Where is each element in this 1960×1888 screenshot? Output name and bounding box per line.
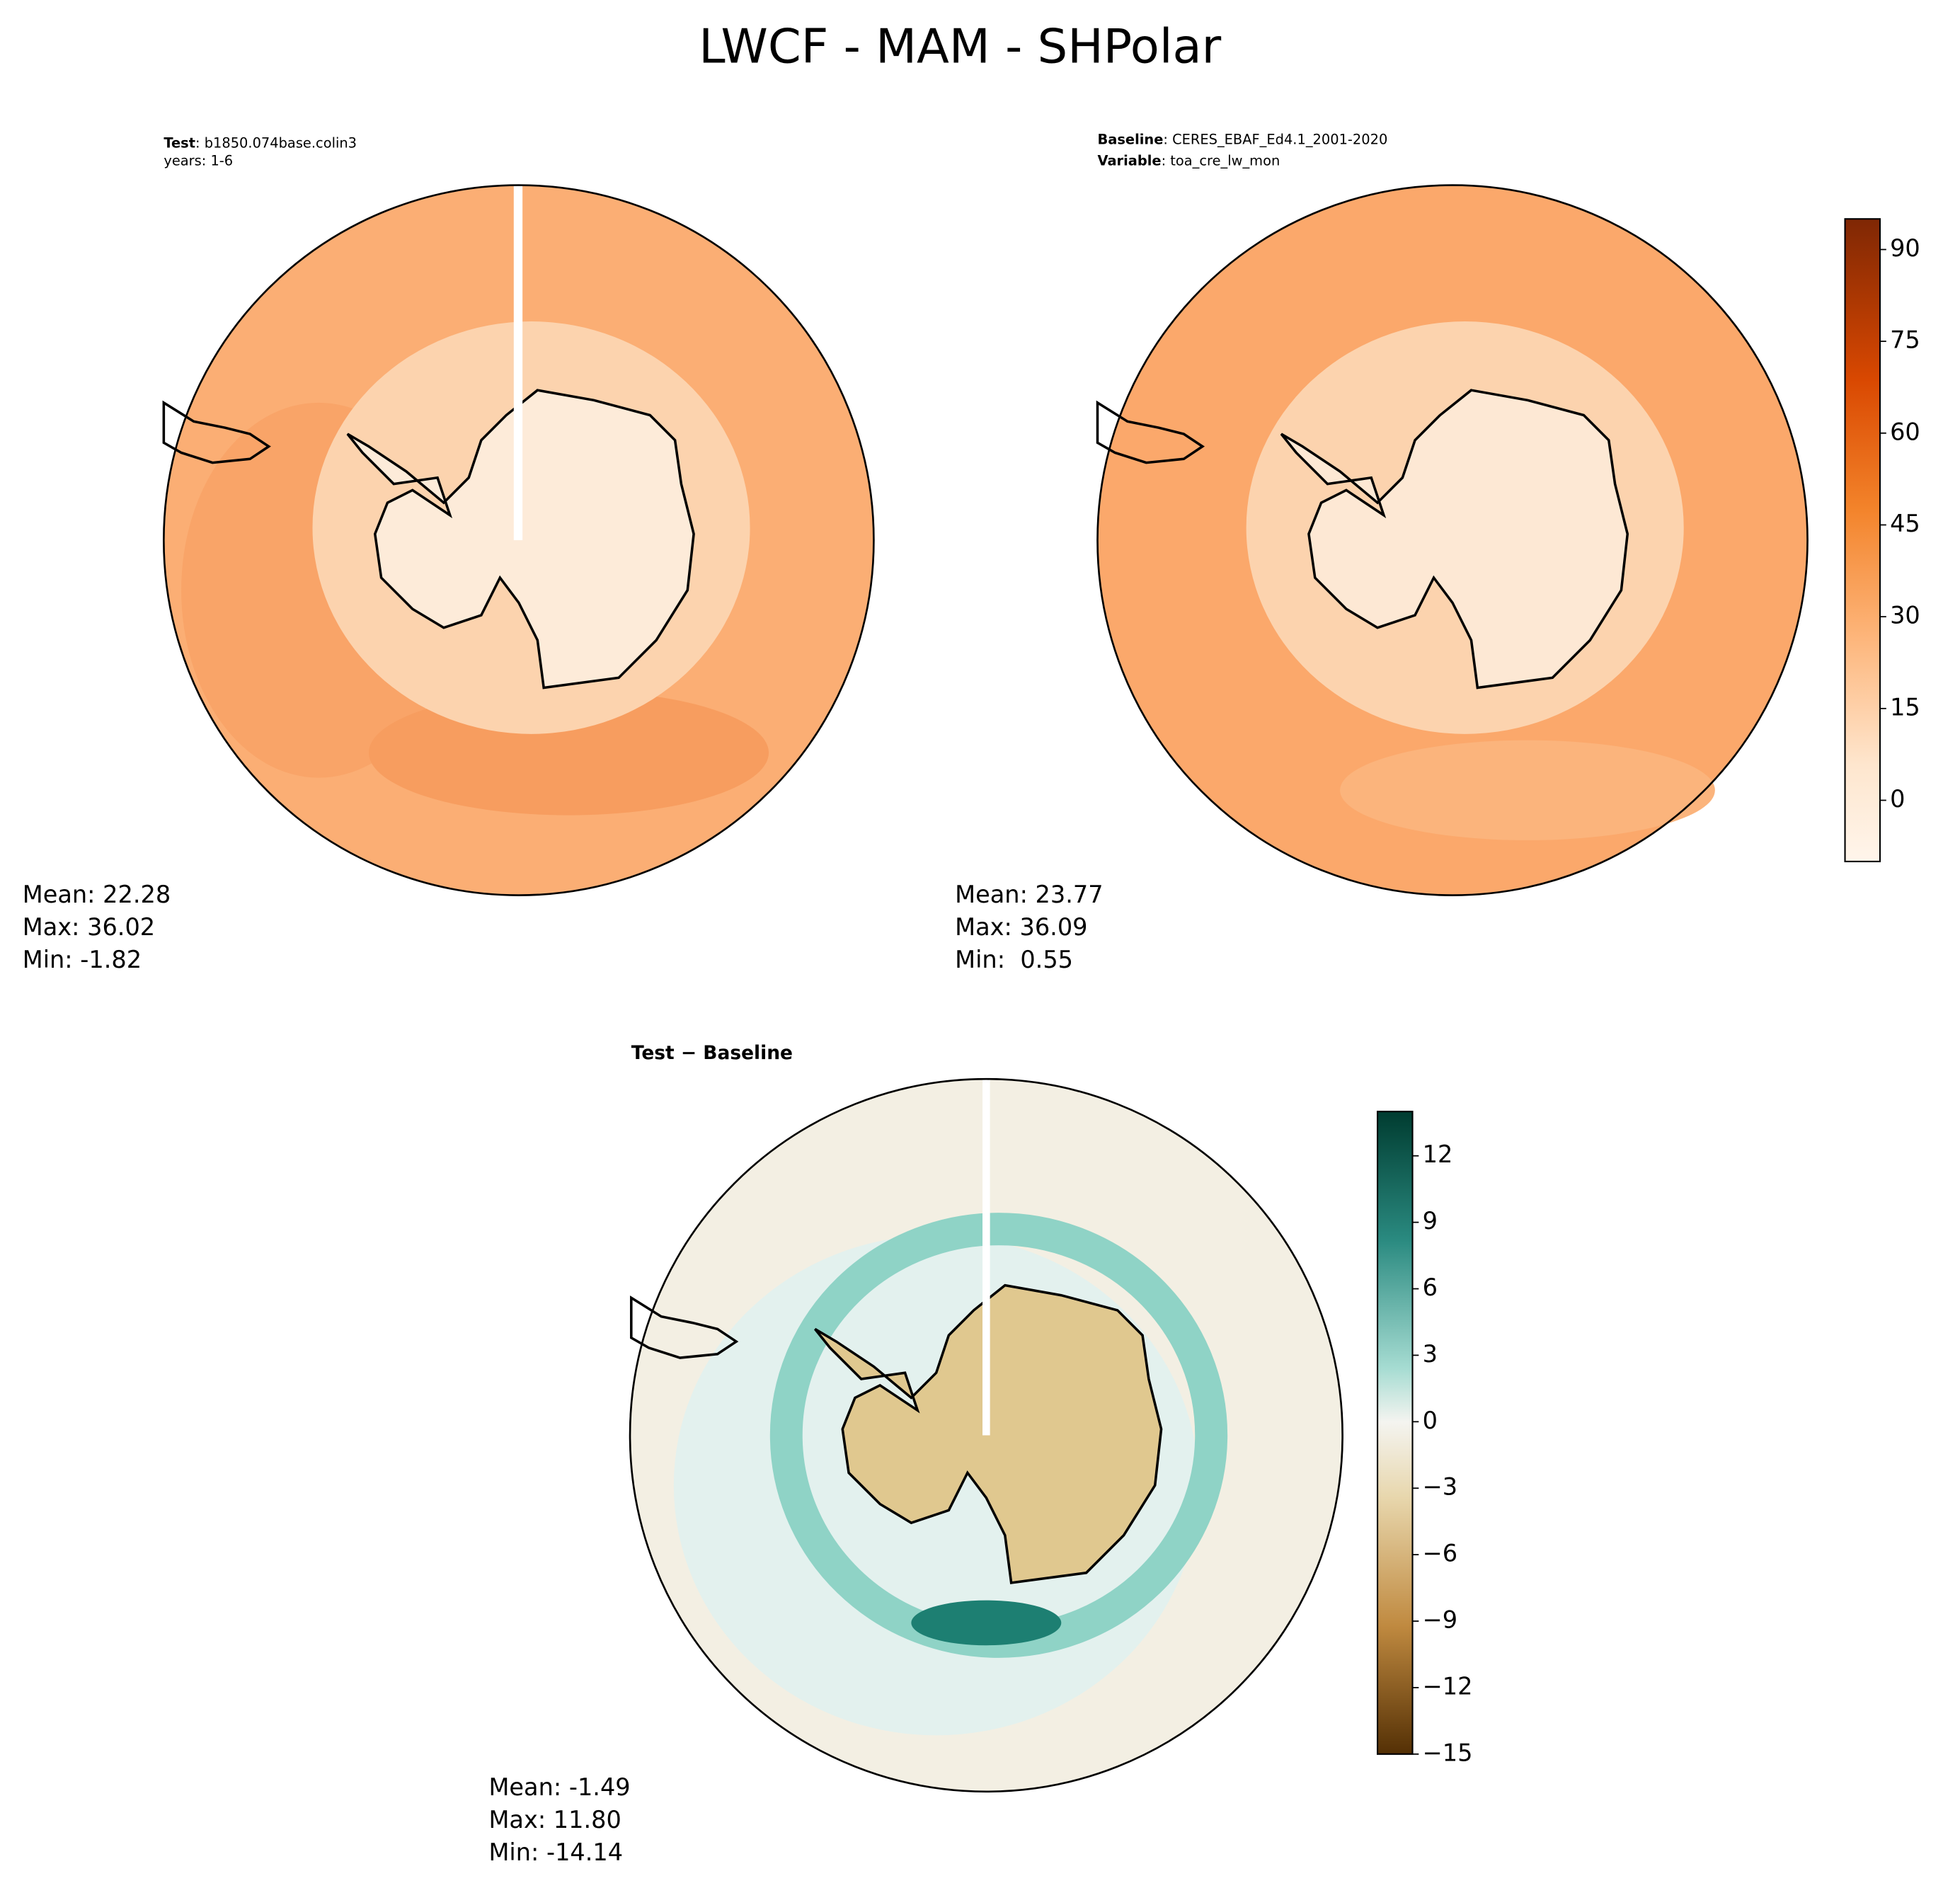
colorbar-tick-label: 0 [1423,1407,1438,1434]
colorbar-tick-label: 15 [1890,693,1920,721]
colorbar-tick-label: −3 [1423,1473,1457,1501]
stat: Mean: -1.49 [488,1773,630,1801]
stat: Max: 36.09 [955,913,1087,941]
stat: Max: 11.80 [488,1806,621,1833]
colorbar-tick-label: −12 [1423,1672,1473,1700]
panel-header: years: 1-6 [164,152,233,168]
colorbar-tick-label: 6 [1423,1274,1438,1301]
stat: Min: -14.14 [488,1838,623,1866]
colorbar-tick-label: 45 [1890,510,1920,537]
stat: Min: -1.82 [23,946,142,973]
colorbar-tick-label: −15 [1423,1739,1473,1766]
map-difference [629,1077,1343,1793]
panel-header: Test − Baseline [631,1042,793,1064]
colorbar [1844,218,1881,863]
panel-header: Test: b1850.074base.colin3 [164,135,357,151]
stat: Mean: 23.77 [955,881,1103,908]
colorbar-tick-label: −9 [1423,1606,1457,1634]
colorbar-tick-label: 3 [1423,1340,1438,1368]
map-baseline [1096,184,1809,896]
colorbar-tick-label: 60 [1890,418,1920,445]
colorbar [1377,1111,1414,1755]
colorbar-tick-label: 12 [1423,1140,1453,1168]
stat: Mean: 22.28 [23,881,171,908]
figure-title: LWCF - MAM - SHPolar [699,19,1221,74]
map-test [162,184,875,896]
colorbar-tick-label: 75 [1890,326,1920,354]
colorbar-tick-label: 0 [1890,785,1905,813]
colorbar-tick-label: 90 [1890,234,1920,262]
stat: Min: 0.55 [955,946,1073,973]
stat: Max: 36.02 [23,913,155,941]
panel-header: Baseline: CERES_EBAF_Ed4.1_2001-2020 [1097,131,1387,147]
colorbar-tick-label: 9 [1423,1207,1438,1235]
panel-header: Variable: toa_cre_lw_mon [1097,152,1280,168]
colorbar-tick-label: 30 [1890,602,1920,629]
colorbar-tick-label: −6 [1423,1540,1457,1567]
